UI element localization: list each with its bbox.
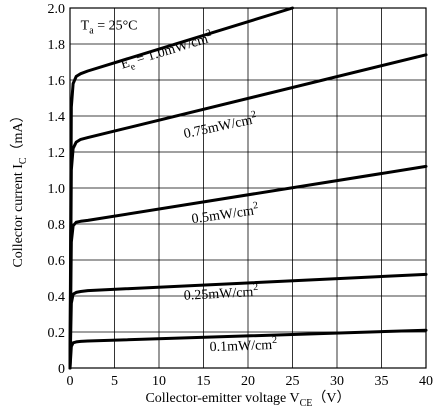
y-tick-label: 0.4 — [48, 290, 66, 305]
y-tick-label: 1.2 — [48, 146, 66, 161]
curve-labels: Ee = 1.0mW/cm2 0.75mW/cm2 0.5mW/cm2 0.25mW/… — [118, 27, 277, 355]
y-axis-title: Collector current IC（mA） — [10, 108, 29, 267]
curve-label: Ee = 1.0mW/cm2 — [118, 27, 215, 75]
series-curves — [68, 6, 428, 370]
curve-label: 0.1mW/cm2 — [209, 335, 277, 355]
y-tick-label: 1.8 — [48, 38, 66, 53]
x-tick-label: 30 — [330, 374, 344, 389]
x-axis-title: Collector-emitter voltage VCE（V） — [145, 390, 350, 409]
x-tick-label: 5 — [111, 374, 118, 389]
curve-label: 0.25mW/cm2 — [183, 282, 258, 304]
y-tick-label: 0.6 — [48, 254, 66, 269]
x-tick-label: 10 — [152, 374, 166, 389]
series-line — [68, 164, 428, 370]
y-tick-label: 0.8 — [48, 218, 66, 233]
y-tick-label: 1.0 — [48, 182, 66, 197]
x-tick-label: 20 — [241, 374, 255, 389]
x-tick-label: 35 — [375, 374, 389, 389]
x-tick-label: 0 — [67, 374, 74, 389]
temperature-annotation: Ta = 25°C — [81, 19, 138, 37]
y-tick-label: 0.2 — [48, 326, 66, 341]
series-line — [68, 6, 294, 370]
tick-labels: 0 5 10 15 20 25 30 35 40 0 0.2 0.4 0.6 0.8 1.0 1.2 1.4 1.… — [48, 2, 434, 389]
y-tick-label: 0 — [58, 362, 65, 377]
curve-label: 0.75mW/cm2 — [182, 109, 259, 142]
x-tick-label: 25 — [286, 374, 300, 389]
y-tick-label: 2.0 — [48, 2, 66, 17]
plot-frame — [69, 7, 427, 369]
y-tick-label: 1.6 — [48, 74, 66, 89]
y-tick-label: 1.4 — [48, 110, 66, 125]
curve-label: 0.5mW/cm2 — [190, 200, 259, 227]
x-tick-label: 40 — [419, 374, 433, 389]
series-line — [68, 328, 428, 370]
series-line — [68, 53, 428, 370]
series-line — [68, 272, 428, 370]
x-tick-label: 15 — [197, 374, 211, 389]
